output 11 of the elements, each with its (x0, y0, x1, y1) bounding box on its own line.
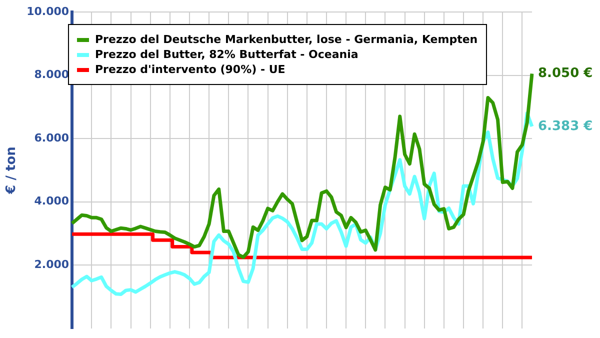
y-tick-label: 10.000 (26, 4, 70, 18)
y-axis-title: € / ton (4, 146, 20, 195)
text: 6.383 € (538, 118, 593, 134)
y-tick-label: 8.000 (34, 68, 70, 82)
y-tick-label: 2.000 (34, 258, 70, 271)
legend-label: Prezzo d'intervento (90%) - UE (95, 63, 286, 76)
legend-label: Prezzo del Deutsche Markenbutter, lose - Germania, Kempten (95, 33, 478, 46)
y-tick-label: 4.000 (34, 194, 70, 208)
y-tick-label: 6.000 (34, 131, 70, 144)
legend-label: Prezzo del Butter, 82% Butterfat - Oceania (95, 48, 358, 61)
text: 8.050 € (538, 66, 593, 82)
